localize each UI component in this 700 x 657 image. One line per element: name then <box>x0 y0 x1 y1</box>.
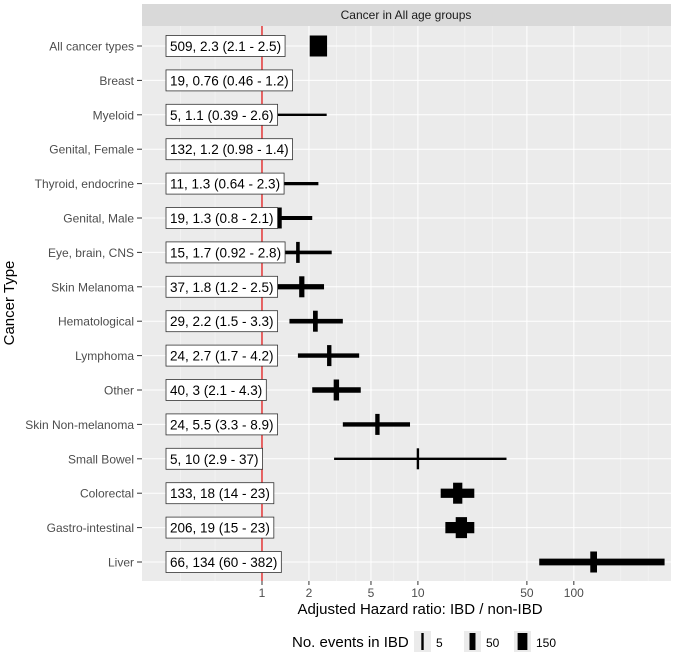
annotation-label: 37, 1.8 (1.2 - 2.5) <box>170 280 274 295</box>
annotation-box <box>165 447 263 470</box>
y-tick-label: Skin Melanoma <box>51 280 134 294</box>
annotation-label: 19, 0.76 (0.46 - 1.2) <box>170 73 289 88</box>
y-tick-label: Hematological <box>58 315 134 329</box>
forest-row: Breast 19, 0.76 (0.46 - 1.2) <box>99 69 293 92</box>
y-tick-label: Breast <box>99 74 134 88</box>
annotation-box <box>165 138 293 161</box>
forest-row: All cancer types 509, 2.3 (2.1 - 2.5) <box>49 35 328 57</box>
y-tick-label: Colorectal <box>80 487 134 501</box>
x-tick-label: 50 <box>520 586 534 600</box>
annotation-box <box>165 172 285 195</box>
forest-row: Hematological 29, 2.2 (1.5 - 3.3) <box>58 310 343 333</box>
legend-label: 150 <box>536 636 556 650</box>
forest-row: Thyroid, endocrine 11, 1.3 (0.64 - 2.3) <box>35 172 319 195</box>
y-tick-label: Eye, brain, CNS <box>48 246 134 260</box>
y-tick-label: Lymphoma <box>75 349 134 363</box>
annotation-box <box>165 69 293 92</box>
y-tick-label: All cancer types <box>49 40 134 54</box>
legend-label: 5 <box>436 636 443 650</box>
forest-row: Liver 66, 134 (60 - 382) <box>108 551 665 573</box>
forest-row: Skin Melanoma 37, 1.8 (1.2 - 2.5) <box>51 275 325 298</box>
annotation-box <box>165 413 278 436</box>
x-tick-label: 2 <box>306 586 313 600</box>
x-tick-label: 100 <box>564 586 584 600</box>
annotation-box <box>165 516 275 539</box>
y-tick-label: Small Bowel <box>68 452 134 466</box>
annotation-label: 66, 134 (60 - 382) <box>170 555 277 570</box>
y-axis-title: Cancer Type <box>1 261 18 346</box>
forest-row: Genital, Female 132, 1.2 (0.98 - 1.4) <box>49 138 293 161</box>
forest-row: Skin Non-melanoma 24, 5.5 (3.3 - 8.9) <box>25 413 411 436</box>
annotation-box <box>165 241 286 264</box>
annotation-box <box>165 344 278 367</box>
forest-row: Gastro-intestinal 206, 19 (15 - 23) <box>47 516 475 539</box>
forest-row: Colorectal 133, 18 (14 - 23) <box>80 482 475 505</box>
annotation-box <box>165 275 278 298</box>
legend-title: No. events in IBD <box>292 634 409 651</box>
x-tick-label: 5 <box>368 586 375 600</box>
annotation-label: 15, 1.7 (0.92 - 2.8) <box>170 245 281 260</box>
y-tick-label: Gastro-intestinal <box>47 521 134 535</box>
annotation-label: 19, 1.3 (0.8 - 2.1) <box>170 211 274 226</box>
forest-row: Lymphoma 24, 2.7 (1.7 - 4.2) <box>75 344 360 367</box>
annotation-label: 5, 1.1 (0.39 - 2.6) <box>170 108 274 123</box>
x-axis-title: Adjusted Hazard ratio: IBD / non-IBD <box>297 601 542 618</box>
annotation-label: 509, 2.3 (2.1 - 2.5) <box>170 39 281 54</box>
y-tick-label: Genital, Male <box>63 212 134 226</box>
annotation-box <box>165 482 275 505</box>
forest-row: Genital, Male 19, 1.3 (0.8 - 2.1) <box>63 207 313 229</box>
annotation-label: 11, 1.3 (0.64 - 2.3) <box>170 177 280 192</box>
annotation-label: 206, 19 (15 - 23) <box>170 521 270 536</box>
annotation-box <box>165 35 286 57</box>
forest-row: Small Bowel 5, 10 (2.9 - 37) <box>68 447 507 470</box>
annotation-label: 132, 1.2 (0.98 - 1.4) <box>170 142 289 157</box>
forest-row: Other 40, 3 (2.1 - 4.3) <box>104 379 361 401</box>
legend: No. events in IBD 5 50 150 <box>292 631 556 652</box>
y-tick-label: Thyroid, endocrine <box>35 177 135 191</box>
forest-row: Eye, brain, CNS 15, 1.7 (0.92 - 2.8) <box>48 241 332 264</box>
y-tick-label: Myeloid <box>93 108 134 122</box>
x-axis-ticks: 1 2 5 10 50 100 <box>259 581 584 600</box>
annotation-box <box>165 551 282 573</box>
y-tick-label: Skin Non-melanoma <box>25 418 134 432</box>
x-tick-label: 10 <box>411 586 425 600</box>
chart-title: Cancer in All age groups <box>341 8 472 22</box>
forest-row: Myeloid 5, 1.1 (0.39 - 2.6) <box>93 103 327 126</box>
x-tick-label: 1 <box>259 586 266 600</box>
legend-label: 50 <box>486 636 500 650</box>
annotation-box <box>165 310 278 333</box>
rows: All cancer types 509, 2.3 (2.1 - 2.5) Brea… <box>25 35 665 573</box>
annotation-label: 5, 10 (2.9 - 37) <box>170 452 259 467</box>
annotation-label: 24, 5.5 (3.3 - 8.9) <box>170 417 274 432</box>
annotation-label: 29, 2.2 (1.5 - 3.3) <box>170 314 274 329</box>
annotation-label: 24, 2.7 (1.7 - 4.2) <box>170 349 274 364</box>
facet-strip <box>142 4 671 26</box>
y-tick-label: Genital, Female <box>49 143 134 157</box>
annotation-label: 40, 3 (2.1 - 4.3) <box>170 383 262 398</box>
y-tick-label: Liver <box>108 556 134 570</box>
annotation-box <box>165 207 278 229</box>
annotation-box <box>165 379 267 401</box>
annotation-label: 133, 18 (14 - 23) <box>170 486 270 501</box>
y-tick-label: Other <box>104 384 134 398</box>
annotation-box <box>165 103 278 126</box>
